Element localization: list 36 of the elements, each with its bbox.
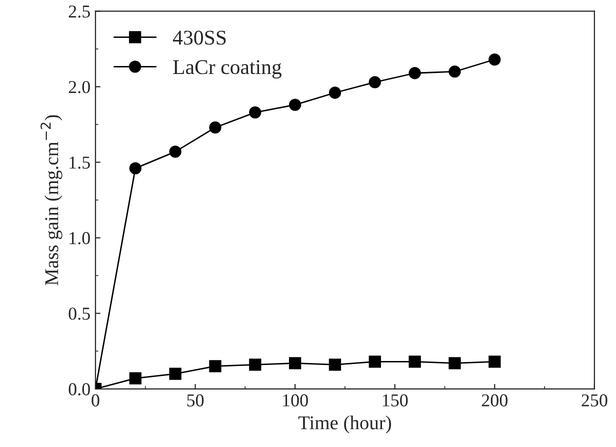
point [328,86,342,99]
point [408,67,421,80]
y-tick-label: 2.5 [68,5,90,18]
y-tick-label: 1.5 [70,156,90,169]
point [129,162,142,174]
point [448,357,461,370]
y-tick-label: 0.0 [68,383,90,396]
point [328,358,342,371]
y-tick-label: 0.5 [68,308,90,320]
point [249,358,262,371]
x-tick-label: 0 [92,394,100,406]
x-tick-label: 100 [283,394,308,406]
point [448,66,461,78]
point [288,357,302,370]
point [209,360,222,372]
point [209,121,222,134]
point [288,98,302,111]
legend-label: 430SS [172,30,226,45]
x-axis-title: Time (hour) [298,416,392,434]
x-tick-label: 250 [582,394,608,406]
point [249,106,262,118]
point [169,368,182,380]
point [368,76,381,88]
point [408,356,421,368]
point [169,146,182,158]
y-tick-label: 1.0 [70,232,90,244]
point [488,53,501,66]
y-tick-label: 2.0 [68,80,90,94]
y-axis-title: Mass gain (mg.cm$^{−2}$) [40,115,62,286]
x-tick-label: 50 [187,394,204,406]
point [368,356,381,368]
x-tick-label: 200 [482,394,508,406]
point [488,356,501,368]
x-tick-label: 150 [382,394,408,406]
point [129,372,142,384]
legend-label: LaCr coating [173,60,282,78]
